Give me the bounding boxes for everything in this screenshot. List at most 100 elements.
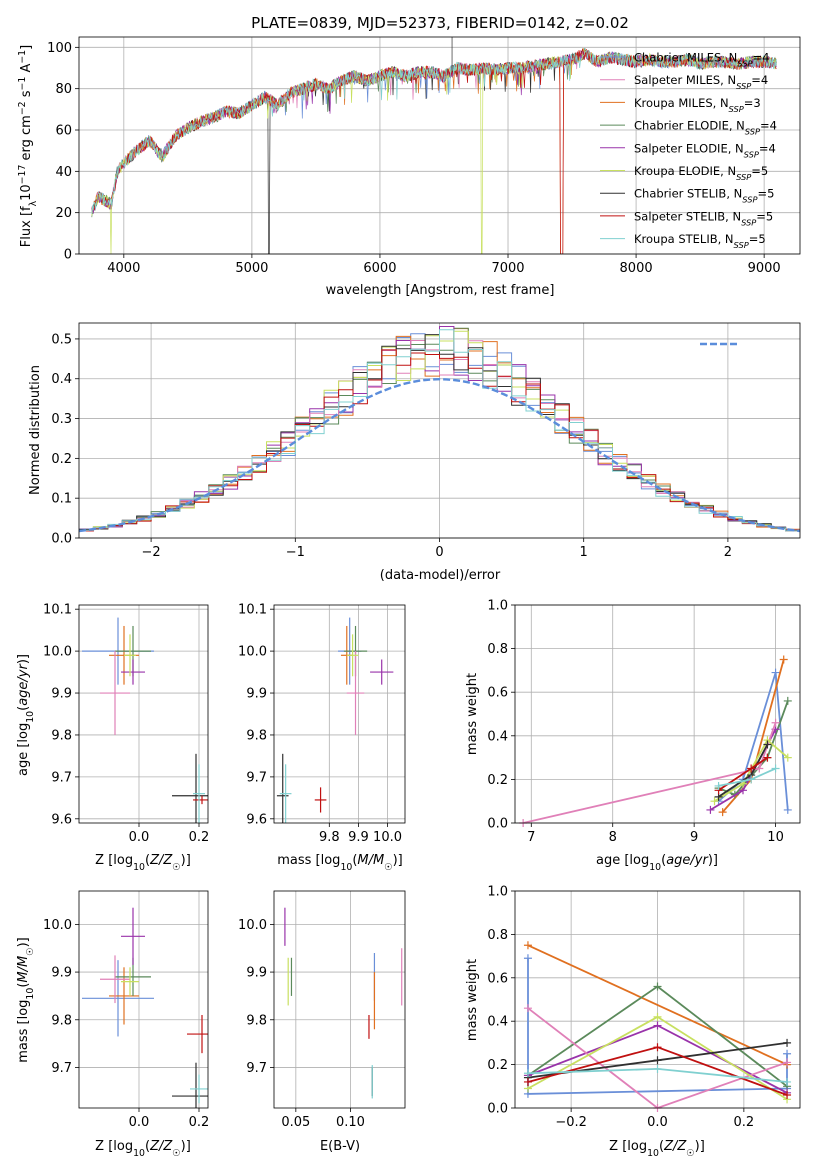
weight-vs-age-marker [718,808,727,817]
weight-vs-z-ylabel: mass weight [465,959,480,1041]
residuals-ytick-label: 0.5 [51,332,72,347]
spectrum-legend-label: Chabrier MILES, NSSP=4 [634,51,769,69]
spectrum-xtick-label: 4000 [107,261,140,276]
mass-vs-ebv-ytick-label: 10.0 [238,918,267,933]
weight-vs-z-marker [523,941,532,950]
weight-vs-age-marker [783,753,792,762]
residuals-xtick-label: 1 [580,545,588,560]
age-vs-mass-ytick-label: 9.7 [246,770,267,785]
age-vs-mass-xlabel: mass [log10(M/M☉)] [277,853,403,873]
weight-vs-z-ytick-label: 0.4 [487,1015,508,1030]
weight-vs-age-series-c5 [714,738,789,802]
weight-vs-age-marker [755,764,764,773]
weight-vs-age-ytick-label: 0.0 [487,817,508,832]
weight-vs-z-xtick-label: 0.2 [734,1115,755,1130]
spectrum-line-c8 [91,49,777,214]
mass-vs-z-ylabel: mass [log10(M/M☉)] [16,937,36,1063]
weight-vs-age-frame [514,604,801,824]
spectrum-legend-label: Chabrier STELIB, NSSP=5 [634,187,774,205]
weight-vs-age-xtick-label: 7 [527,830,535,845]
spectrum-frame [78,36,801,255]
spectrum-ytick-label: 0 [64,248,72,263]
weight-vs-z-marker [783,1090,792,1099]
age-vs-mass-ytick-label: 9.8 [246,728,267,743]
weight-vs-age-marker [771,718,780,727]
residuals-xtick-label: 2 [724,545,732,560]
mass-vs-ebv-xlabel: E(B-V) [320,1139,360,1154]
spectrum-ytick-label: 100 [47,41,72,56]
weight-vs-age-marker [747,764,756,773]
residuals-xlabel: (data-model)/error [380,568,501,583]
mass-vs-z-ytick-label: 9.8 [51,1013,72,1028]
age-vs-z-frame [78,604,209,824]
age-vs-mass-ytick-label: 9.9 [246,687,267,702]
weight-vs-z-ytick-label: 1.0 [487,885,508,900]
spectrum-ytick-label: 20 [55,206,72,221]
spectrum-title: PLATE=0839, MJD=52373, FIBERID=0142, z=0… [251,14,629,32]
age-vs-z-ytick-label: 9.6 [51,812,72,827]
weight-vs-age-marker [783,696,792,705]
weight-vs-z-marker [523,1077,532,1086]
weight-vs-z-series-c0 [527,958,788,1095]
weight-vs-z-frame [514,890,801,1109]
age-vs-z-ytick-label: 10.1 [43,603,72,618]
weight-vs-age-ytick-label: 0.8 [487,642,508,657]
weight-vs-z-marker [653,982,662,991]
age-vs-z-xlabel: Z [log10(Z/Z☉)] [95,853,191,873]
weight-vs-age-marker [706,805,715,814]
weight-vs-z-marker [783,1077,792,1086]
mass-vs-z-xtick-label: 0.2 [189,1115,210,1130]
weight-vs-age-marker [783,805,792,814]
age-vs-z-plot-area [79,605,208,823]
spectrum-xtick-label: 9000 [748,261,781,276]
spectrum-legend-label: Salpeter STELIB, NSSP=5 [634,209,773,227]
weight-vs-z-ytick-label: 0.8 [487,928,508,943]
age-vs-z-ytick-label: 9.7 [51,770,72,785]
weight-vs-age-marker [771,668,780,677]
weight-vs-z-marker [783,1049,792,1058]
mass-vs-z-xtick-label: 0.0 [129,1115,150,1130]
spectrum-xtick-label: 5000 [235,261,268,276]
residuals-ytick-label: 0.0 [51,532,72,547]
weight-vs-z-marker [653,1012,662,1021]
weight-vs-z-marker [653,1056,662,1065]
mass-vs-z-ytick-label: 9.7 [51,1061,72,1076]
residuals-ytick-label: 0.4 [51,372,72,387]
age-vs-z-ytick-label: 9.8 [51,728,72,743]
age-vs-mass-ytick-label: 10.1 [238,603,267,618]
age-vs-mass-xtick-label: 9.8 [319,830,340,845]
mass-vs-z-frame [78,890,209,1109]
age-vs-z-xtick-label: 0.2 [189,830,210,845]
weight-vs-age-xtick-label: 8 [609,830,617,845]
residuals-frame [78,322,801,539]
weight-vs-z-ytick-label: 0.6 [487,971,508,986]
mass-vs-z-plot-area [79,891,208,1108]
weight-vs-age-ytick-label: 0.4 [487,729,508,744]
spectrum-xtick-label: 6000 [363,261,396,276]
weight-vs-z-xtick-label: 0.0 [647,1115,668,1130]
residuals-ylabel: Normed distribution [28,365,43,495]
age-vs-z-ytick-label: 9.9 [51,687,72,702]
weight-vs-z-marker [653,1021,662,1030]
weight-vs-age-marker [714,781,723,790]
weight-vs-age-marker [763,753,772,762]
weight-vs-z-marker [523,1069,532,1078]
age-vs-mass-xtick-label: 9.9 [348,830,369,845]
residual-hist-c8 [79,329,800,532]
weight-vs-z-marker [523,1004,532,1013]
weight-vs-age-ytick-label: 1.0 [487,599,508,614]
residuals-xtick-label: −2 [142,545,161,560]
mass-vs-ebv-ytick-label: 9.9 [246,966,267,981]
residuals-ytick-label: 0.1 [51,492,72,507]
weight-vs-age-marker [779,655,788,664]
weight-vs-age-marker [763,740,772,749]
weight-vs-age-marker [771,764,780,773]
weight-vs-age-plot-area [515,605,800,823]
age-vs-mass-plot-area [274,605,405,823]
mass-vs-ebv-plot-area [274,891,405,1108]
weight-vs-age-ytick-label: 0.2 [487,773,508,788]
residuals-xtick-label: −1 [286,545,305,560]
weight-vs-z-marker [523,954,532,963]
weight-vs-age-ytick-label: 0.6 [487,686,508,701]
